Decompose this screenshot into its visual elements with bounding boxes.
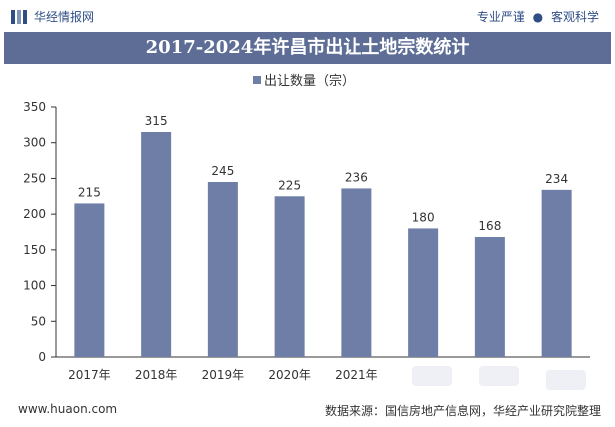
x-tick-label: 2020年	[268, 368, 311, 382]
y-tick-label: 100	[23, 279, 46, 293]
x-tick-label: 2018年	[135, 368, 178, 382]
y-tick-label: 50	[31, 314, 46, 328]
slogan-separator: ●	[532, 10, 544, 24]
bar	[74, 203, 105, 357]
data-label: 180	[412, 210, 435, 224]
top-bar: 华经情报网 专业严谨 ● 客观科学	[0, 0, 615, 32]
chart-title: 2017-2024年许昌市出让土地宗数统计	[4, 32, 611, 64]
data-source: 数据来源：国信房地产信息网，华经产业研究院整理	[324, 404, 601, 418]
y-tick-label: 350	[23, 100, 46, 114]
site-url[interactable]: www.huaon.com	[18, 402, 118, 416]
bar-chart: 出让数量（宗） 0 50 100 150 200 250 300 350 215 2017年 315 2…	[23, 73, 590, 382]
data-label: 245	[211, 164, 234, 178]
x-tick-label: 2021年	[335, 368, 378, 382]
data-label: 234	[545, 172, 568, 186]
bar	[341, 188, 372, 357]
bar	[207, 182, 238, 357]
logo-icon	[11, 10, 27, 24]
y-tick-label: 150	[23, 243, 46, 257]
x-tick-label: 2019年	[202, 368, 245, 382]
bar	[541, 189, 572, 357]
y-tick-label: 300	[23, 136, 46, 150]
bar	[141, 132, 172, 357]
footer: www.huaon.com 数据来源：国信房地产信息网，华经产业研究院整理	[0, 396, 615, 427]
slogan-left: 专业严谨	[476, 10, 525, 24]
data-label: 168	[478, 219, 501, 233]
brand-name[interactable]: 华经情报网	[34, 10, 95, 24]
bar	[474, 237, 505, 357]
blurred-label-1	[412, 366, 452, 386]
bar	[408, 228, 439, 357]
y-tick-label: 200	[23, 207, 46, 221]
data-label: 215	[78, 185, 101, 199]
legend-label: 出让数量（宗）	[264, 73, 355, 89]
data-label: 236	[345, 170, 368, 184]
data-label: 225	[278, 178, 301, 192]
legend-swatch	[253, 76, 261, 84]
data-label: 315	[145, 114, 168, 128]
slogan: 专业严谨 ● 客观科学	[477, 8, 599, 25]
blurred-label-2	[479, 366, 519, 386]
blurred-label-3	[546, 370, 586, 390]
bar	[274, 196, 305, 357]
y-tick-label: 0	[38, 350, 46, 364]
slogan-right: 客观科学	[550, 10, 599, 24]
y-tick-label: 250	[23, 171, 46, 185]
x-tick-label: 2017年	[68, 368, 111, 382]
